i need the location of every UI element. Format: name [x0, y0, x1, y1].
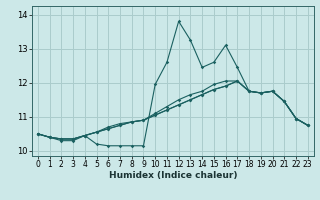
- X-axis label: Humidex (Indice chaleur): Humidex (Indice chaleur): [108, 171, 237, 180]
